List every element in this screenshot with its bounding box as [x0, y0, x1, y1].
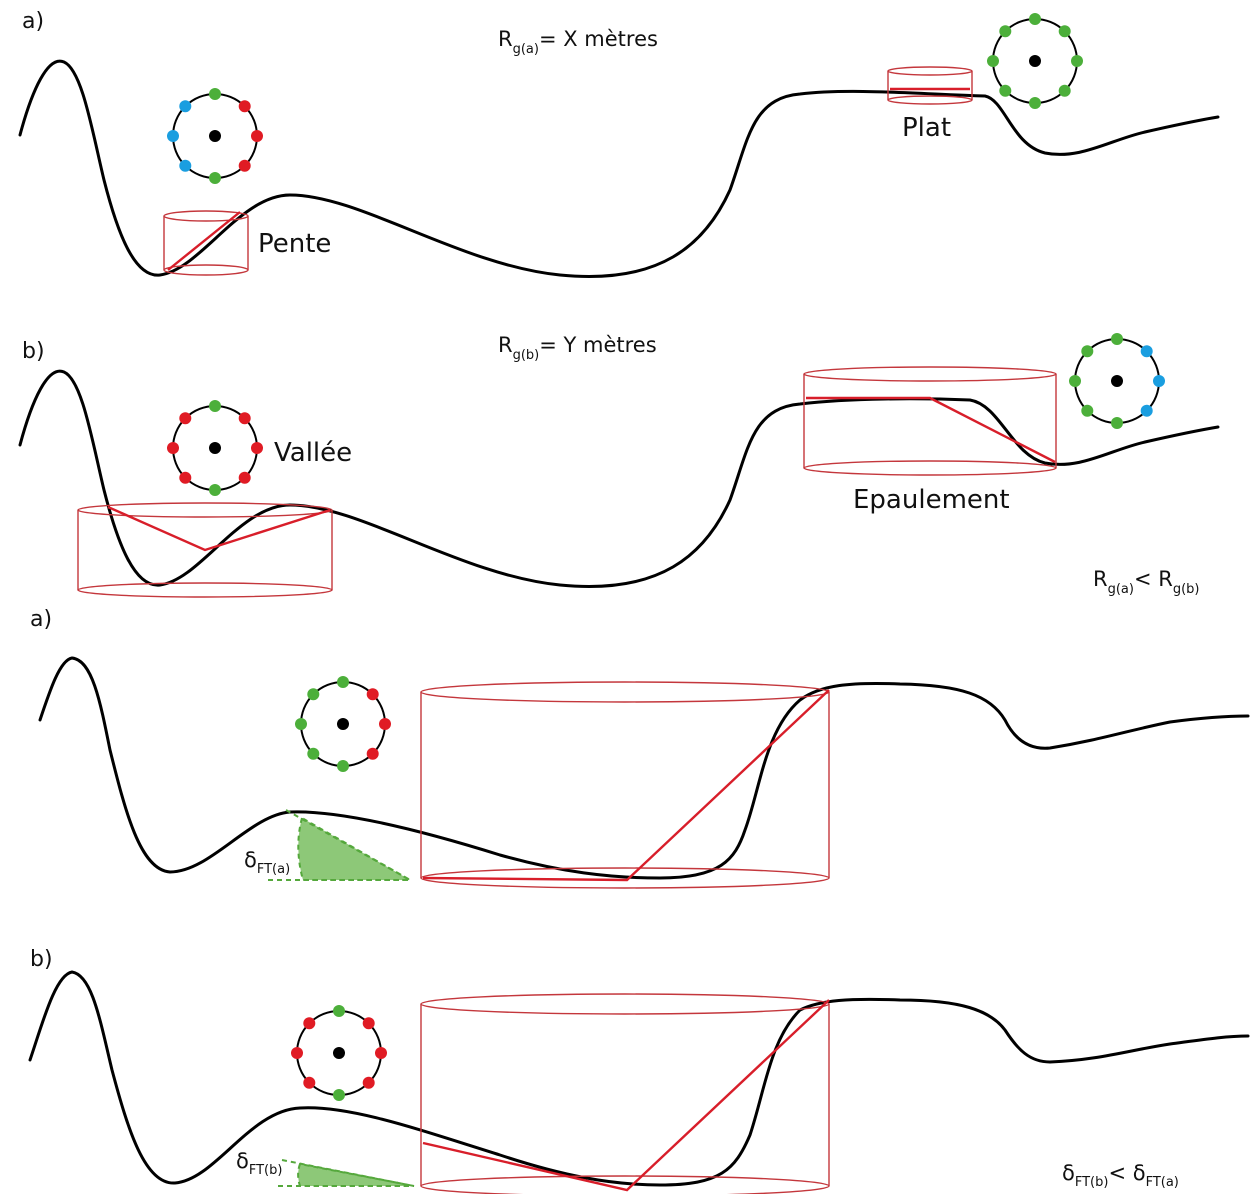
neighbor-cell-higher: [251, 130, 263, 142]
neighborhood-vallee: [167, 400, 263, 496]
angle-delta-b: [278, 1159, 415, 1187]
neighbor-cell-higher: [238, 159, 251, 172]
neighborhood-plat: [987, 13, 1083, 109]
panel-2-label: b): [22, 339, 45, 364]
neighbor-cell-equal: [209, 484, 221, 496]
label-pente: Pente: [258, 229, 331, 259]
neighbor-cell-equal: [333, 1089, 345, 1101]
neighbor-cell-equal: [987, 55, 999, 67]
terrain-profile: [18, 369, 1220, 588]
valley-cylinder: [77, 502, 333, 598]
neighbor-cell-equal: [337, 676, 349, 688]
neighbor-cell-equal: [1029, 13, 1041, 25]
neighbor-cell-equal: [209, 172, 221, 184]
neighbor-cell-equal: [1058, 25, 1071, 38]
neighbor-cell-equal: [1071, 55, 1083, 67]
neighbor-cell-higher: [362, 1076, 375, 1089]
rg-b-equation: Rg(b)= Y mètres: [498, 333, 657, 363]
label-vallee: Vallée: [274, 438, 352, 468]
neighbor-cell-equal: [1069, 375, 1081, 387]
panel-4-label: b): [30, 947, 53, 972]
neighbor-cell-equal: [307, 688, 320, 701]
neighbor-cell-equal: [295, 718, 307, 730]
neighbor-cell-equal: [333, 1005, 345, 1017]
neighbor-cell-equal: [1029, 97, 1041, 109]
center-cell: [1029, 55, 1041, 67]
terrain-profile: [28, 970, 1250, 1187]
neighbor-cell-higher: [291, 1047, 303, 1059]
neighbor-cell-lower: [179, 159, 192, 172]
panel-3: a) δFT(a): [30, 607, 1250, 889]
label-epaulement: Epaulement: [853, 485, 1010, 515]
neighbor-cell-lower: [167, 130, 179, 142]
delta-comparison: δFT(b)< δFT(a): [1062, 1161, 1179, 1190]
panel-3-label: a): [30, 607, 52, 632]
neighbor-cell-higher: [251, 442, 263, 454]
neighbor-cell-higher: [167, 442, 179, 454]
neighbor-cell-equal: [1058, 84, 1071, 97]
neighbor-cell-higher: [179, 412, 192, 425]
neighborhood-panel-4: [291, 1005, 387, 1101]
neighbor-cell-lower: [1140, 345, 1153, 358]
center-cell: [337, 718, 349, 730]
panel-1-label: a): [22, 9, 44, 34]
delta-b-label: δFT(b): [236, 1149, 282, 1178]
center-cell: [333, 1047, 345, 1059]
center-cell: [1111, 375, 1123, 387]
neighbor-cell-equal: [1081, 345, 1094, 358]
center-cell: [209, 442, 221, 454]
neighbor-cell-higher: [379, 718, 391, 730]
shoulder-cylinder: [803, 366, 1057, 476]
angle-delta-a: [268, 809, 414, 881]
neighbor-cell-higher: [238, 471, 251, 484]
neighborhood-pente: [167, 88, 263, 184]
large-cylinder-b: [420, 993, 830, 1194]
neighborhood-epaulement: [1069, 333, 1165, 429]
slope-cylinder: [163, 210, 249, 276]
neighbor-cell-higher: [366, 688, 379, 701]
neighbor-cell-higher: [362, 1017, 375, 1030]
neighbor-cell-lower: [1140, 404, 1153, 417]
terrain-profile: [38, 656, 1250, 880]
neighbor-cell-higher: [238, 100, 251, 113]
neighbor-cell-higher: [238, 412, 251, 425]
delta-a-label: δFT(a): [244, 848, 290, 877]
center-cell: [209, 130, 221, 142]
neighbor-cell-equal: [307, 747, 320, 760]
large-cylinder-a: [420, 681, 830, 889]
panel-1: a) Rg(a)= X mètres Pente Plat: [18, 9, 1220, 278]
panel-2: b) Rg(b)= Y mètres Vallée Epaulement Rg(…: [18, 333, 1220, 598]
neighbor-cell-higher: [303, 1076, 316, 1089]
neighbor-cell-lower: [179, 100, 192, 113]
neighbor-cell-higher: [375, 1047, 387, 1059]
neighbor-cell-higher: [366, 747, 379, 760]
rg-a-equation: Rg(a)= X mètres: [498, 27, 658, 57]
rg-comparison: Rg(a)< Rg(b): [1093, 567, 1200, 597]
flat-cylinder: [887, 66, 973, 105]
neighbor-cell-lower: [1153, 375, 1165, 387]
neighbor-cell-equal: [337, 760, 349, 772]
neighbor-cell-equal: [1081, 404, 1094, 417]
neighbor-cell-equal: [1111, 417, 1123, 429]
neighborhood-panel-3: [295, 676, 391, 772]
neighbor-cell-equal: [999, 25, 1012, 38]
neighbor-cell-higher: [179, 471, 192, 484]
neighbor-cell-equal: [1111, 333, 1123, 345]
label-plat: Plat: [902, 113, 951, 143]
neighbor-cell-higher: [303, 1017, 316, 1030]
panel-4: b) δFT(b) δFT(b)< δFT(a): [28, 947, 1250, 1194]
terrain-profile: [18, 59, 1220, 278]
neighbor-cell-equal: [999, 84, 1012, 97]
neighbor-cell-equal: [209, 88, 221, 100]
neighbor-cell-equal: [209, 400, 221, 412]
